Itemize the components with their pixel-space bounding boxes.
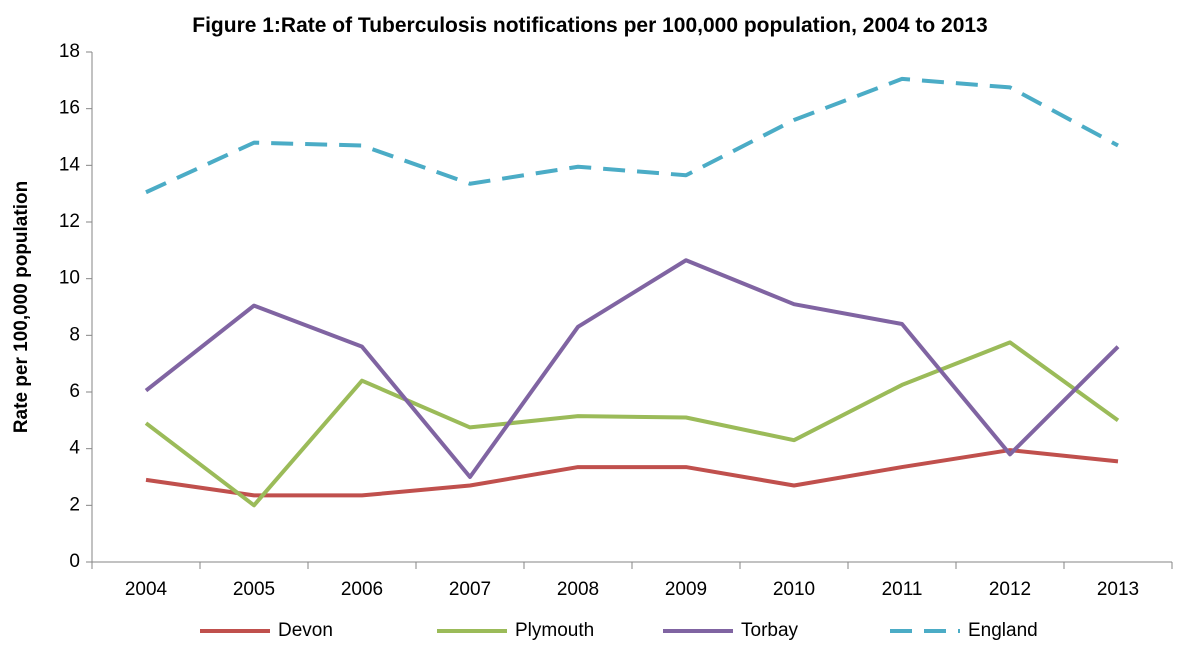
x-tick-label: 2008 <box>557 579 599 600</box>
y-tick-label: 10 <box>59 268 80 289</box>
y-axis-label: Rate per 100,000 population <box>11 181 32 433</box>
y-tick-label: 6 <box>69 381 80 402</box>
x-tick-label: 2013 <box>1097 579 1139 600</box>
legend-label: Torbay <box>741 620 799 641</box>
series-line <box>145 448 1119 498</box>
legend-label: England <box>968 620 1038 641</box>
y-tick-label: 16 <box>59 98 80 119</box>
legend-label: Plymouth <box>515 620 594 641</box>
y-tick-label: 0 <box>69 551 80 572</box>
x-tick-label: 2007 <box>449 579 491 600</box>
series-line <box>144 340 1120 508</box>
y-tick-label: 4 <box>69 438 80 459</box>
x-tick-label: 2005 <box>233 579 275 600</box>
y-tick-label: 2 <box>69 494 80 515</box>
legend-label: Devon <box>278 620 333 641</box>
x-tick-label: 2010 <box>773 579 815 600</box>
x-tick-label: 2004 <box>125 579 168 600</box>
series-line <box>145 76 1119 195</box>
y-tick-label: 8 <box>69 324 80 345</box>
chart-title: Figure 1:Rate of Tuberculosis notificati… <box>192 14 988 37</box>
x-tick-label: 2012 <box>989 579 1031 600</box>
x-tick-label: 2009 <box>665 579 707 600</box>
x-tick-label: 2011 <box>882 579 923 600</box>
y-tick-label: 18 <box>59 41 80 62</box>
y-tick-label: 14 <box>59 154 81 175</box>
y-tick-label: 12 <box>59 211 80 232</box>
series-line <box>144 258 1120 479</box>
x-tick-label: 2006 <box>341 579 383 600</box>
